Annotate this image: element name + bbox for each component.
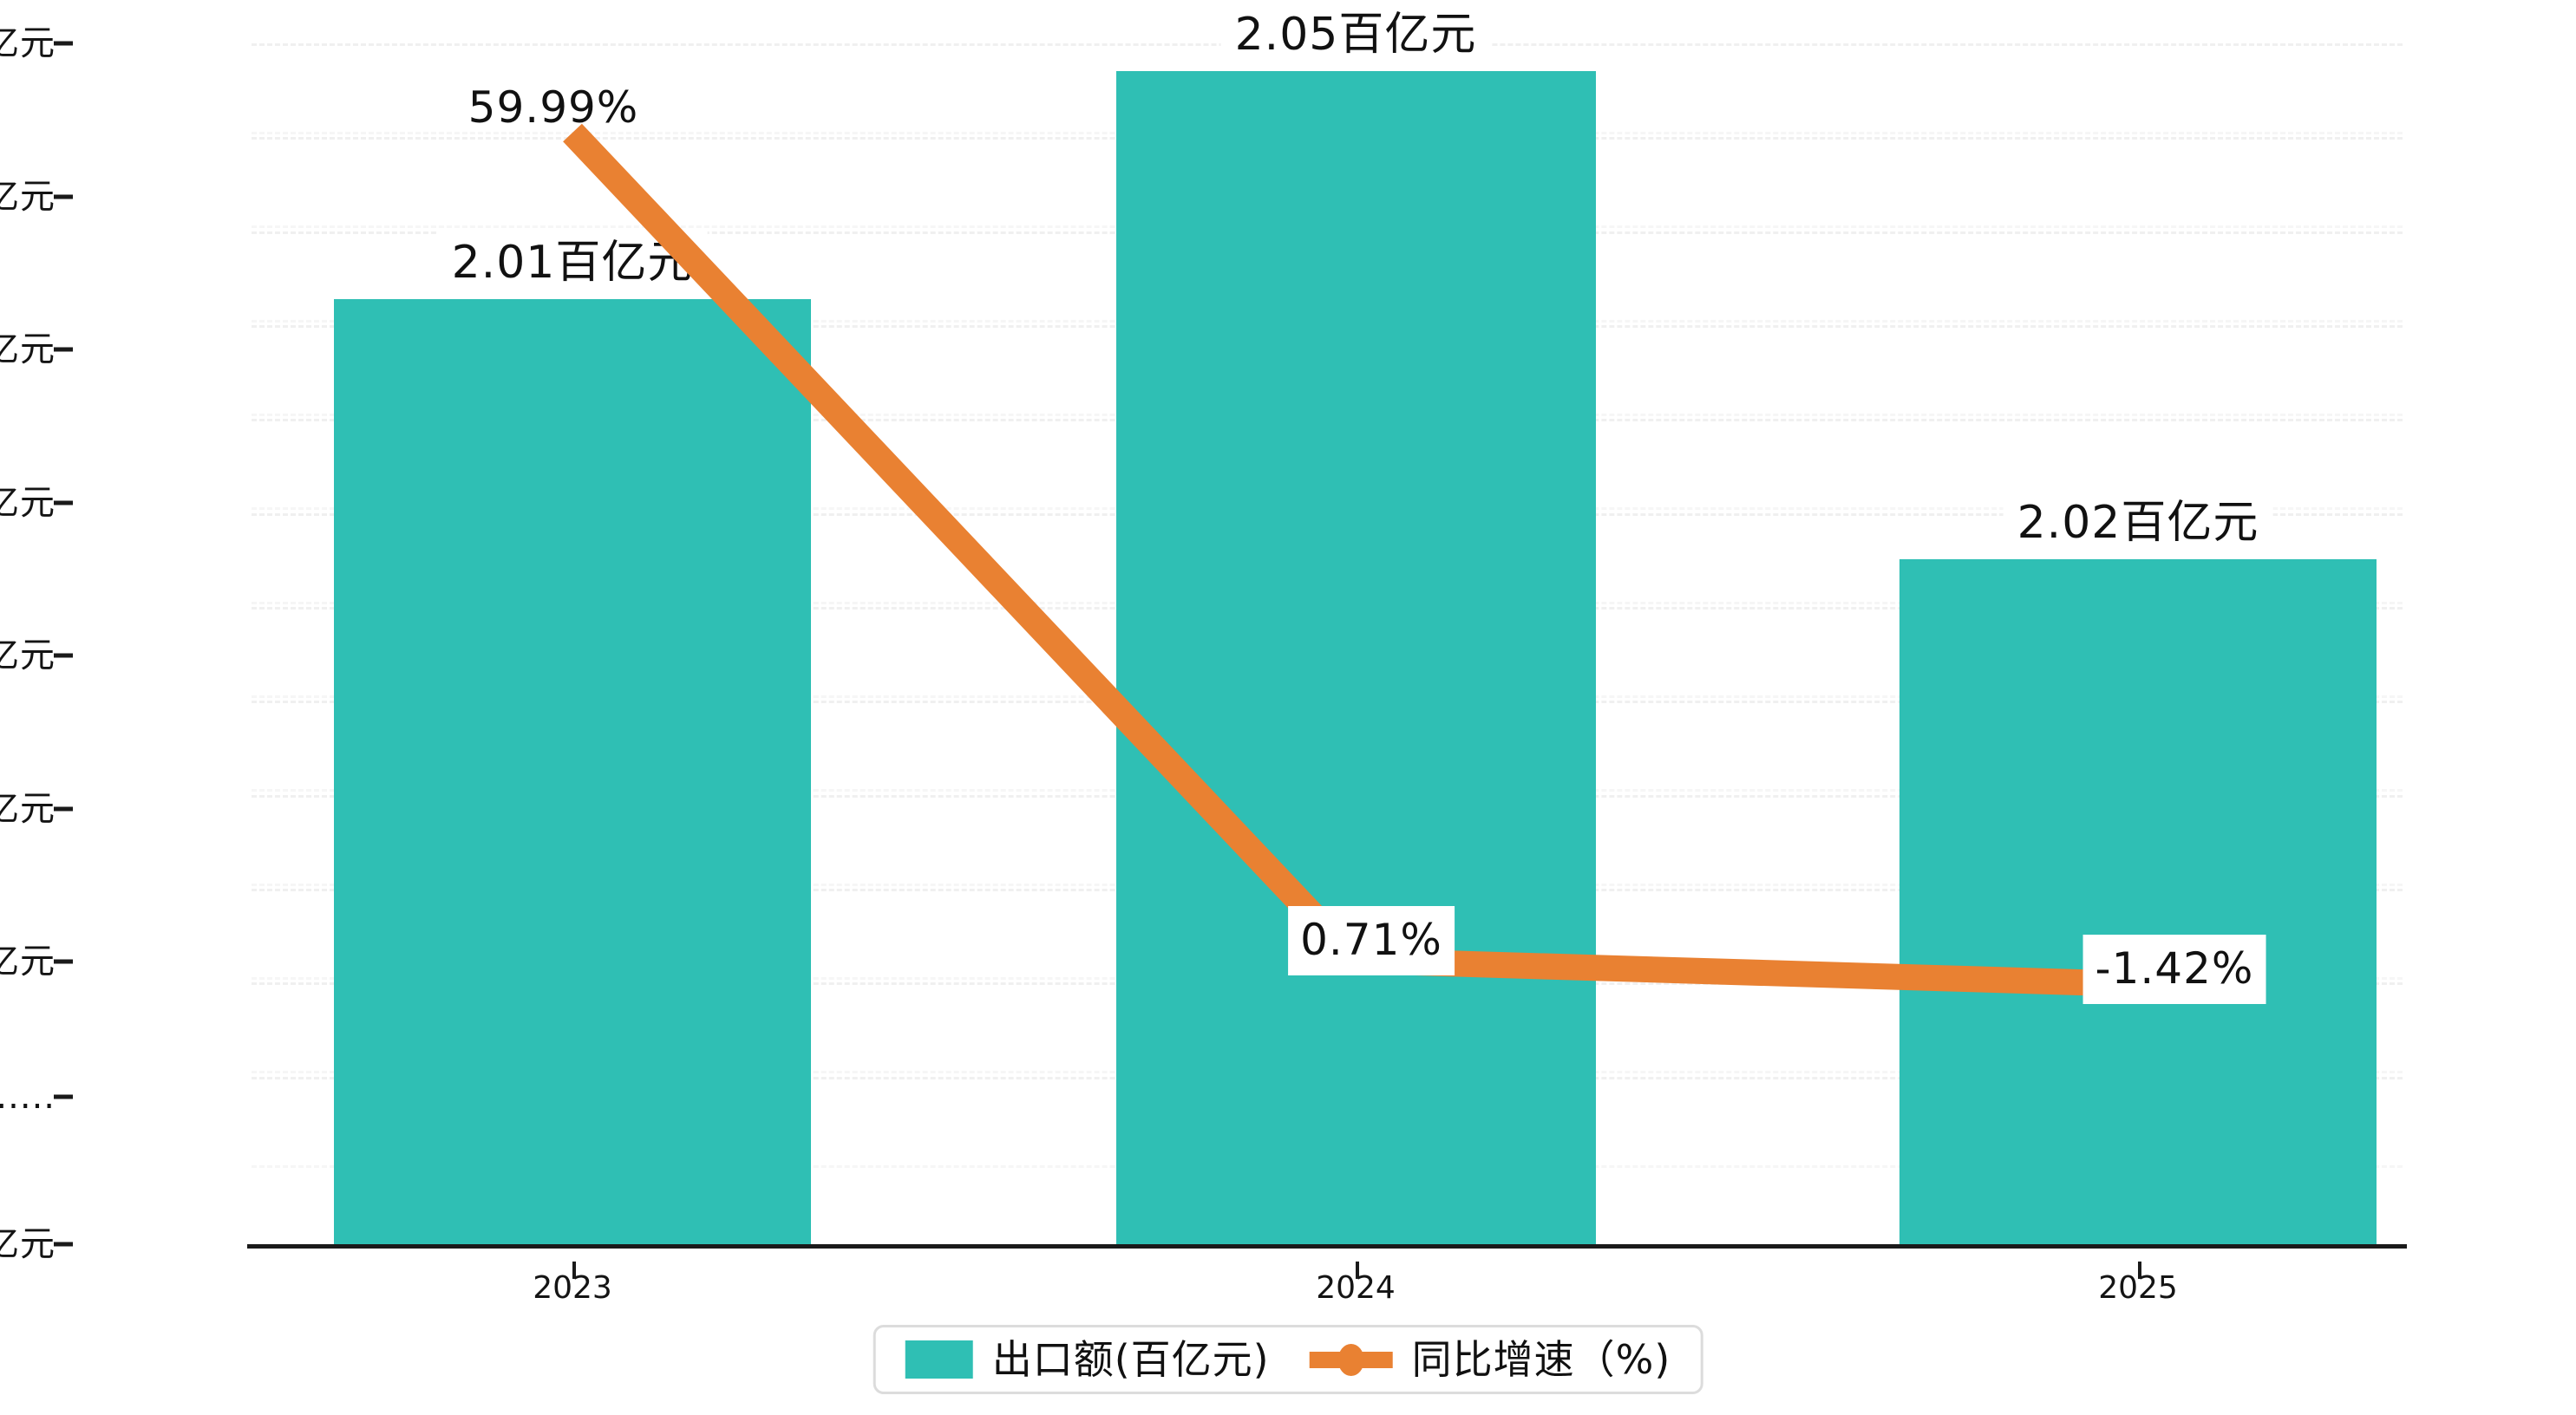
y-axis-tick: [54, 41, 73, 46]
y-axis-tick: [54, 959, 73, 964]
bar-2025[interactable]: [1899, 559, 2377, 1244]
y-axis-label: 2.05百亿元: [0, 23, 56, 63]
legend-label-export-amount: 出口额(百亿元): [991, 1336, 1270, 1383]
y-axis-label: 2.03百亿元: [0, 329, 56, 369]
chart-legend: 出口额(百亿元) 同比增速（%): [873, 1325, 1703, 1394]
x-axis-tick: [1356, 1262, 1359, 1279]
y-axis-tick: [54, 194, 73, 199]
x-axis-tick: [2138, 1262, 2141, 1279]
x-axis-line: [247, 1244, 2407, 1249]
plot-area: 2.01百亿元 2.05百亿元 2.02百亿元 59.99% 0.71% -1.…: [0, 2, 2407, 1304]
y-axis-tick: [54, 500, 73, 505]
legend-item-export-amount[interactable]: 出口额(百亿元): [905, 1336, 1270, 1383]
x-axis-label-2025: 2025: [2098, 1270, 2178, 1306]
x-axis-label-2024: 2024: [1316, 1270, 1396, 1306]
bar-value-label-2023: 2.01百亿元: [437, 230, 708, 299]
line-value-label-2023: 59.99%: [467, 82, 639, 133]
line-swatch-icon: [1309, 1340, 1393, 1379]
y-axis-tick: [54, 1242, 73, 1247]
bar-2023[interactable]: [334, 299, 811, 1244]
x-axis-tick: [572, 1262, 576, 1279]
y-axis-label: .........: [0, 1077, 56, 1117]
y-axis-label: 0百亿元: [0, 1224, 56, 1264]
y-axis-label: 2.03百亿元: [0, 483, 56, 523]
legend-item-growth-rate[interactable]: 同比增速（%): [1309, 1336, 1671, 1383]
legend-label-growth-rate: 同比增速（%): [1411, 1336, 1671, 1383]
y-axis-tick: [54, 653, 73, 658]
y-axis-tick: [54, 806, 73, 812]
bar-value-label-2024: 2.05百亿元: [1220, 2, 1491, 71]
x-axis-label-2023: 2023: [533, 1270, 612, 1306]
y-axis-label: 2.04百亿元: [0, 177, 56, 217]
y-axis-label: 2.02百亿元: [0, 636, 56, 675]
line-value-label-2025: -1.42%: [2082, 935, 2266, 1004]
y-axis-label: 2.01百亿元: [0, 789, 56, 829]
y-axis-tick: [54, 347, 73, 352]
y-axis-label: 2.0百亿元: [0, 942, 56, 981]
bar-value-label-2025: 2.02百亿元: [2003, 490, 2273, 559]
y-axis-tick: [54, 1094, 73, 1099]
line-value-label-2024: 0.71%: [1288, 906, 1455, 975]
bar-swatch-icon: [905, 1340, 973, 1379]
bar-2024[interactable]: [1116, 71, 1596, 1244]
